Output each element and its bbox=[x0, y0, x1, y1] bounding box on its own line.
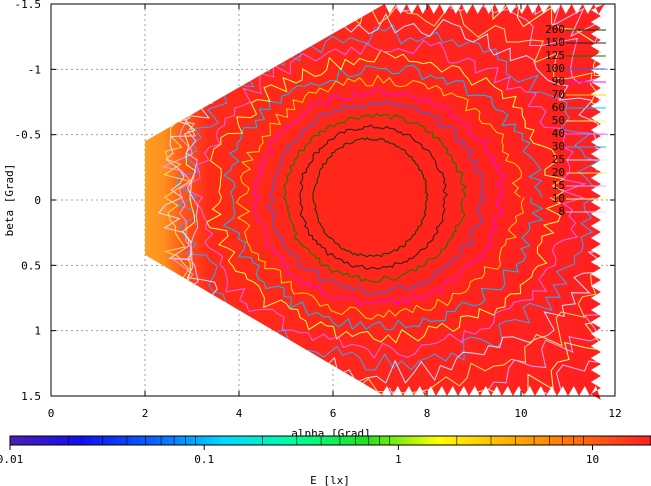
contour-level-key-25: 25 bbox=[552, 153, 606, 166]
y-axis-ticks: -1.5 -1 -0.5 0 0.5 1 1.5 bbox=[15, 0, 615, 403]
contour-line-15 bbox=[161, 4, 605, 400]
contour-level-label: 90 bbox=[552, 75, 565, 88]
x-tick-label: 12 bbox=[608, 407, 621, 420]
contour-line-50 bbox=[206, 49, 566, 344]
y-tick-label: -1.5 bbox=[15, 0, 42, 11]
contour-line-8 bbox=[168, 4, 605, 400]
x-tick-label: 8 bbox=[424, 407, 431, 420]
y-tick-label: 1 bbox=[34, 325, 41, 338]
contour-line-30 bbox=[175, 24, 605, 371]
contour-level-label: 20 bbox=[552, 166, 565, 179]
contour-level-key-150: 150 bbox=[545, 36, 606, 49]
contour-level-label: 200 bbox=[545, 23, 565, 36]
contour-level-label: 8 bbox=[558, 205, 565, 218]
y-tick-label: -0.5 bbox=[15, 129, 42, 142]
x-tick-label: 2 bbox=[142, 407, 149, 420]
contour-level-key-40: 40 bbox=[552, 127, 606, 140]
y-tick-label: 1.5 bbox=[21, 390, 41, 403]
colorbar-ticks: 0.01 0.1 1 10 bbox=[0, 436, 599, 466]
contour-level-label: 10 bbox=[552, 192, 565, 205]
x-axis-ticks: 0 2 4 6 8 10 12 bbox=[48, 4, 622, 420]
x-tick-label: 10 bbox=[514, 407, 527, 420]
contour-line-60 bbox=[222, 64, 544, 331]
contour-line-150 bbox=[299, 124, 448, 270]
colorbar-label: E [lx] bbox=[310, 474, 350, 486]
contour-lines bbox=[157, 4, 605, 400]
contour-level-key-70: 70 bbox=[552, 88, 606, 101]
contour-line-70 bbox=[235, 74, 525, 320]
contour-level-label: 50 bbox=[552, 114, 565, 127]
contour-line-125 bbox=[282, 113, 467, 283]
x-tick-label: 0 bbox=[48, 407, 55, 420]
contour-level-key-8: 8 bbox=[558, 205, 606, 218]
contour-line-100 bbox=[266, 101, 486, 295]
contour-level-key-10: 10 bbox=[552, 192, 606, 205]
contour-level-label: 125 bbox=[545, 49, 565, 62]
colorbar: 0.01 0.1 1 10 E [lx] bbox=[0, 435, 651, 486]
y-tick-label: 0 bbox=[34, 194, 41, 207]
y-tick-label: 0.5 bbox=[21, 259, 41, 272]
contour-level-key-50: 50 bbox=[552, 114, 606, 127]
colorbar-tick-label: 0.1 bbox=[194, 453, 214, 466]
contour-level-key-60: 60 bbox=[552, 101, 606, 114]
contour-level-label: 70 bbox=[552, 88, 565, 101]
contour-level-label: 25 bbox=[552, 153, 565, 166]
x-tick-label: 4 bbox=[236, 407, 243, 420]
y-tick-label: -1 bbox=[28, 63, 41, 76]
contour-level-label: 15 bbox=[552, 179, 565, 192]
contour-line-20 bbox=[163, 4, 605, 394]
contour-level-key-200: 200 bbox=[545, 23, 606, 36]
contour-line-10 bbox=[161, 4, 605, 400]
colorbar-tick-label: 0.01 bbox=[0, 453, 23, 466]
contour-level-key-30: 30 bbox=[552, 140, 606, 153]
colorbar-gradient bbox=[9, 435, 651, 446]
colorbar-tick-label: 1 bbox=[395, 453, 402, 466]
contour-level-label: 150 bbox=[545, 36, 565, 49]
contour-level-label: 30 bbox=[552, 140, 565, 153]
contour-level-key-20: 20 bbox=[552, 166, 606, 179]
contour-level-label: 100 bbox=[545, 62, 565, 75]
contour-level-label: 60 bbox=[552, 101, 565, 114]
contour-line-200 bbox=[312, 137, 429, 258]
contour-line-90 bbox=[252, 87, 504, 307]
contour-level-key-100: 100 bbox=[545, 62, 606, 75]
contour-level-key-90: 90 bbox=[552, 75, 606, 88]
colorbar-tick-label: 10 bbox=[586, 453, 599, 466]
illuminance-region bbox=[145, 4, 605, 400]
contour-line-25 bbox=[157, 13, 605, 384]
x-tick-label: 6 bbox=[330, 407, 337, 420]
contour-line-40 bbox=[187, 39, 587, 359]
y-axis-label: beta [Grad] bbox=[3, 164, 16, 237]
contour-level-key-125: 125 bbox=[545, 49, 606, 62]
contour-level-label: 40 bbox=[552, 127, 565, 140]
contour-level-key-15: 15 bbox=[552, 179, 606, 192]
